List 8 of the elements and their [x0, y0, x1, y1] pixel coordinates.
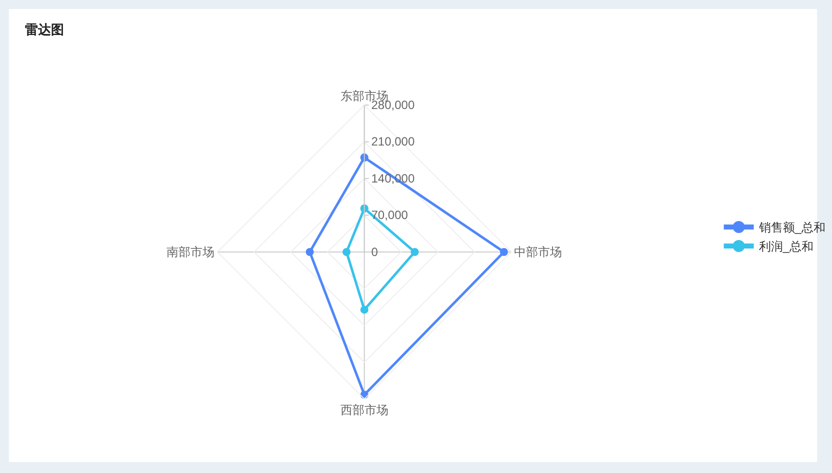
- spoke-label: 中部市场: [514, 245, 562, 260]
- spoke-label: 西部市场: [340, 402, 388, 417]
- legend-label: 利润_总和: [758, 240, 814, 254]
- legend-label: 销售额_总和: [758, 220, 826, 235]
- text: 雷达图: [25, 22, 64, 37]
- spoke-label: 南部市场: [166, 245, 215, 260]
- y-tick-label: 210,000: [371, 134, 415, 149]
- y-tick-label: 0: [371, 244, 378, 259]
